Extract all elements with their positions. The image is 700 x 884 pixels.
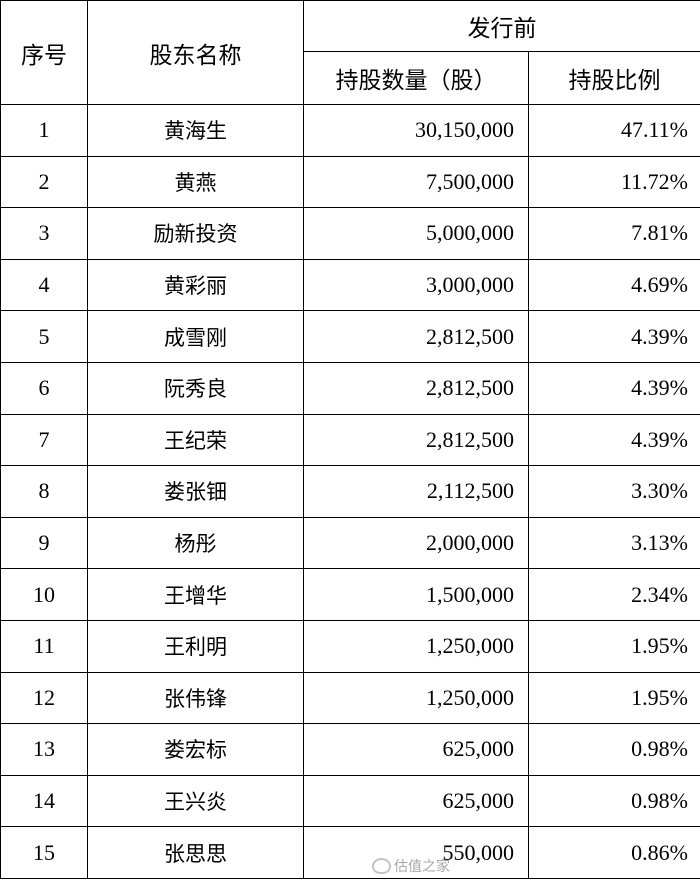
watermark: 估值之家 <box>372 856 450 876</box>
cell-name: 杨彤 <box>87 516 304 570</box>
cell-seq: 5 <box>0 310 88 363</box>
table-row: 7 王纪荣 2,812,500 4.39% <box>0 413 700 467</box>
header-seq: 序号 <box>0 0 88 105</box>
cell-name: 娄宏标 <box>87 723 304 776</box>
cell-ratio: 7.81% <box>528 207 700 260</box>
cell-ratio: 0.98% <box>528 774 700 828</box>
header-row-sub: 持股数量（股） 持股比例 <box>1 51 700 105</box>
table-row: 9 杨彤 2,000,000 3.13% <box>0 516 700 570</box>
table-row: 14 王兴炎 625,000 0.98% <box>0 774 700 828</box>
cell-shares: 5,000,000 <box>303 207 529 260</box>
cell-shares: 625,000 <box>303 774 529 828</box>
cell-seq: 8 <box>0 465 88 518</box>
cell-seq: 6 <box>0 361 88 415</box>
cell-name: 王利明 <box>87 619 304 673</box>
cell-seq: 13 <box>0 723 88 776</box>
cell-seq: 10 <box>0 568 88 621</box>
cell-ratio: 1.95% <box>528 671 700 725</box>
cell-seq: 12 <box>0 671 88 725</box>
cell-seq: 2 <box>0 155 88 209</box>
cell-seq: 11 <box>0 619 88 673</box>
cell-shares: 625,000 <box>303 723 529 776</box>
cell-shares: 30,150,000 <box>303 104 529 157</box>
cell-name: 王增华 <box>87 568 304 621</box>
header-row-top: 序号 股东名称 发行前 <box>0 0 700 105</box>
cell-name: 黄海生 <box>87 104 304 157</box>
table-row: 13 娄宏标 625,000 0.98% <box>0 723 700 776</box>
cell-name: 王兴炎 <box>87 774 304 828</box>
cell-shares: 3,000,000 <box>303 258 529 312</box>
cell-ratio: 0.86% <box>528 826 700 879</box>
cell-seq: 9 <box>0 516 88 570</box>
cell-ratio: 4.39% <box>528 361 700 415</box>
header-name: 股东名称 <box>87 0 304 105</box>
header-shares: 持股数量（股） <box>303 51 529 105</box>
table-row: 4 黄彩丽 3,000,000 4.69% <box>0 258 700 312</box>
cell-ratio: 4.39% <box>528 310 700 363</box>
cell-name: 王纪荣 <box>87 413 304 467</box>
cell-seq: 14 <box>0 774 88 828</box>
table-body: 1 黄海生 30,150,000 47.11% 2 黄燕 7,500,000 11.72% 3 励… <box>0 104 700 879</box>
weibo-icon <box>372 858 391 874</box>
header-ratio: 持股比例 <box>528 51 700 105</box>
cell-name: 成雪刚 <box>87 310 304 363</box>
cell-name: 黄燕 <box>87 155 304 209</box>
cell-seq: 4 <box>0 258 88 312</box>
table-row: 2 黄燕 7,500,000 11.72% <box>0 155 700 209</box>
cell-seq: 7 <box>0 413 88 467</box>
table-row: 1 黄海生 30,150,000 47.11% <box>0 104 700 157</box>
cell-shares: 1,250,000 <box>303 671 529 725</box>
cell-shares: 2,000,000 <box>303 516 529 570</box>
cell-ratio: 3.13% <box>528 516 700 570</box>
cell-seq: 3 <box>0 207 88 260</box>
cell-seq: 1 <box>0 104 88 157</box>
table-row: 10 王增华 1,500,000 2.34% <box>0 568 700 621</box>
table-row: 15 张思思 550,000 0.86% <box>0 826 700 879</box>
cell-shares: 2,812,500 <box>303 361 529 415</box>
cell-shares: 1,500,000 <box>303 568 529 621</box>
header-group: 发行前 <box>303 0 700 52</box>
cell-name: 娄张钿 <box>87 465 304 518</box>
cell-ratio: 11.72% <box>528 155 700 209</box>
watermark-text: 估值之家 <box>394 859 450 875</box>
cell-shares: 1,250,000 <box>303 619 529 673</box>
cell-seq: 15 <box>0 826 88 879</box>
cell-ratio: 47.11% <box>528 104 700 157</box>
cell-ratio: 4.39% <box>528 413 700 467</box>
cell-shares: 7,500,000 <box>303 155 529 209</box>
cell-name: 张思思 <box>87 826 304 879</box>
cell-shares: 2,812,500 <box>303 310 529 363</box>
cell-shares: 2,112,500 <box>303 465 529 518</box>
table-row: 8 娄张钿 2,112,500 3.30% <box>0 465 700 518</box>
table-row: 5 成雪刚 2,812,500 4.39% <box>0 310 700 363</box>
table-row: 11 王利明 1,250,000 1.95% <box>0 619 700 673</box>
cell-ratio: 4.69% <box>528 258 700 312</box>
cell-ratio: 0.98% <box>528 723 700 776</box>
cell-name: 张伟锋 <box>87 671 304 725</box>
cell-ratio: 3.30% <box>528 465 700 518</box>
cell-shares: 2,812,500 <box>303 413 529 467</box>
cell-ratio: 2.34% <box>528 568 700 621</box>
cell-name: 阮秀良 <box>87 361 304 415</box>
cell-ratio: 1.95% <box>528 619 700 673</box>
cell-shares: 550,000 <box>303 826 529 879</box>
table-row: 12 张伟锋 1,250,000 1.95% <box>0 671 700 725</box>
table-row: 3 励新投资 5,000,000 7.81% <box>0 207 700 260</box>
table-row: 6 阮秀良 2,812,500 4.39% <box>0 361 700 415</box>
cell-name: 黄彩丽 <box>87 258 304 312</box>
cell-name: 励新投资 <box>87 207 304 260</box>
